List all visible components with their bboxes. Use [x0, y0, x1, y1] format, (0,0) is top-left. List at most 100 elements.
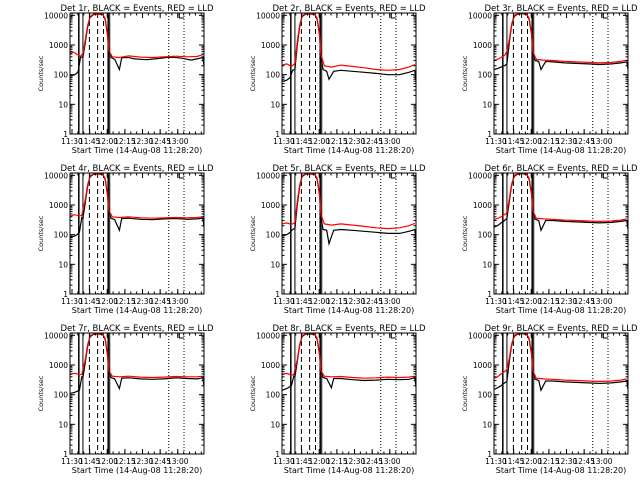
series-lld-line — [493, 12, 627, 64]
x-tick-label: 12:30 — [344, 137, 366, 146]
panel-title: Det 9r, BLACK = Events, RED = LLD — [484, 324, 638, 334]
x-tick-label: 11:45 — [503, 137, 525, 146]
x-tick-label: 13:00 — [591, 457, 613, 466]
x-tick-label: 12:00 — [96, 297, 118, 306]
y-tick-label: 10 — [58, 260, 68, 269]
x-tick-label: 12:45 — [573, 457, 595, 466]
x-tick-label: 13:00 — [591, 137, 613, 146]
x-tick-label: 11:30 — [61, 457, 83, 466]
y-tick-label: 10 — [482, 260, 492, 269]
y-tick-label: 100 — [478, 391, 493, 400]
x-axis-title: Start Time (14-Aug-08 11:28:20) — [496, 146, 627, 155]
x-tick-label: 12:15 — [538, 457, 560, 466]
y-tick-label: 10000 — [256, 11, 280, 20]
y-tick-label: 1000 — [261, 201, 280, 210]
x-tick-label: 12:00 — [96, 137, 118, 146]
series-lld-line — [69, 172, 203, 219]
x-tick-label: 11:45 — [291, 137, 313, 146]
x-axis-title: Start Time (14-Aug-08 11:28:20) — [284, 146, 415, 155]
x-tick-label: 12:45 — [149, 137, 171, 146]
y-tick-label: 1000 — [261, 41, 280, 50]
y-tick-label: 1 — [275, 290, 280, 299]
panel-det-7: Det 7r, BLACK = Events, RED = LLD11:3011… — [37, 324, 214, 475]
series-events-line — [281, 173, 417, 246]
series-lld-line — [281, 172, 416, 230]
x-tick-label: 13:00 — [167, 297, 189, 306]
x-axis-title: Start Time (14-Aug-08 11:28:20) — [284, 466, 415, 475]
x-tick-label: 11:30 — [485, 297, 507, 306]
y-tick-label: 10000 — [468, 171, 492, 180]
x-tick-label: 12:45 — [361, 297, 383, 306]
y-tick-label: 1000 — [473, 41, 492, 50]
y-tick-label: 1 — [487, 130, 492, 139]
x-tick-label: 12:00 — [520, 297, 542, 306]
x-tick-label: 11:45 — [503, 457, 525, 466]
y-axis-title: Counts/sec — [37, 55, 45, 91]
series-events-line — [493, 12, 629, 72]
x-tick-label: 12:00 — [308, 457, 330, 466]
x-tick-label: 11:45 — [291, 457, 313, 466]
panel-det-2: Det 2r, BLACK = Events, RED = LLD11:3011… — [249, 4, 426, 155]
x-tick-label: 13:00 — [167, 457, 189, 466]
series-lld-line — [69, 13, 203, 59]
x-tick-label: 12:15 — [114, 457, 136, 466]
panel-det-9: Det 9r, BLACK = Events, RED = LLD 11:3011… — [461, 324, 638, 475]
y-tick-label: 1 — [275, 130, 280, 139]
panel-title: Det 6r, BLACK = Events, RED = LLD — [484, 164, 638, 174]
panel-det-6: Det 6r, BLACK = Events, RED = LLD 11:3011… — [461, 164, 638, 315]
x-tick-label: 13:00 — [379, 297, 401, 306]
y-tick-label: 1000 — [261, 361, 280, 370]
x-tick-label: 11:30 — [273, 297, 295, 306]
y-tick-label: 100 — [54, 231, 69, 240]
x-tick-label: 13:00 — [379, 457, 401, 466]
y-tick-label: 100 — [266, 71, 281, 80]
x-tick-label: 11:30 — [485, 457, 507, 466]
panel-title: Det 8r, BLACK = Events, RED = LLD — [272, 324, 426, 334]
x-tick-label: 12:45 — [361, 137, 383, 146]
series-events-line — [69, 13, 205, 77]
step-marker — [602, 333, 609, 339]
x-tick-label: 11:45 — [503, 297, 525, 306]
y-tick-label: 1 — [63, 130, 68, 139]
x-tick-label: 12:30 — [132, 297, 154, 306]
x-tick-label: 12:45 — [573, 137, 595, 146]
x-tick-label: 12:15 — [538, 297, 560, 306]
panel-title: Det 4r, BLACK = Events, RED = LLD — [60, 164, 214, 174]
x-axis-title: Start Time (14-Aug-08 11:28:20) — [72, 146, 203, 155]
y-tick-label: 10 — [482, 420, 492, 429]
series-lld-line — [69, 332, 203, 379]
series-lld-line — [281, 12, 416, 71]
x-tick-label: 12:45 — [149, 297, 171, 306]
y-tick-label: 100 — [54, 71, 69, 80]
step-marker — [390, 333, 397, 339]
x-tick-label: 11:30 — [485, 137, 507, 146]
y-tick-label: 10000 — [256, 331, 280, 340]
y-tick-label: 1 — [63, 450, 68, 459]
x-tick-label: 11:45 — [79, 457, 101, 466]
x-tick-label: 12:45 — [149, 457, 171, 466]
y-tick-label: 100 — [478, 71, 493, 80]
y-axis-title: Counts/sec — [37, 215, 45, 251]
y-axis-title: Counts/sec — [249, 215, 257, 251]
y-axis-title: Counts/sec — [461, 375, 469, 411]
x-tick-label: 12:00 — [308, 297, 330, 306]
x-tick-label: 12:30 — [132, 457, 154, 466]
y-tick-label: 1 — [63, 290, 68, 299]
series-lld-line — [493, 332, 627, 383]
y-tick-label: 100 — [478, 231, 493, 240]
y-tick-label: 10000 — [44, 171, 68, 180]
panel-title: Det 7r, BLACK = Events, RED = LLD — [60, 324, 214, 334]
y-axis-title: Counts/sec — [461, 215, 469, 251]
series-lld-line — [281, 332, 415, 379]
x-tick-label: 12:00 — [520, 457, 542, 466]
panel-det-3: Det 3r, BLACK = Events, RED = LLD11:3011… — [461, 4, 638, 155]
x-axis-title: Start Time (14-Aug-08 11:28:20) — [284, 306, 415, 315]
x-tick-label: 12:15 — [538, 137, 560, 146]
x-tick-label: 12:45 — [573, 297, 595, 306]
x-tick-label: 12:15 — [114, 137, 136, 146]
y-tick-label: 10000 — [44, 331, 68, 340]
x-tick-label: 12:15 — [114, 297, 136, 306]
x-tick-label: 11:30 — [273, 457, 295, 466]
panel-title: Det 1r, BLACK = Events, RED = LLD — [60, 4, 214, 14]
x-axis-title: Start Time (14-Aug-08 11:28:20) — [72, 306, 203, 315]
